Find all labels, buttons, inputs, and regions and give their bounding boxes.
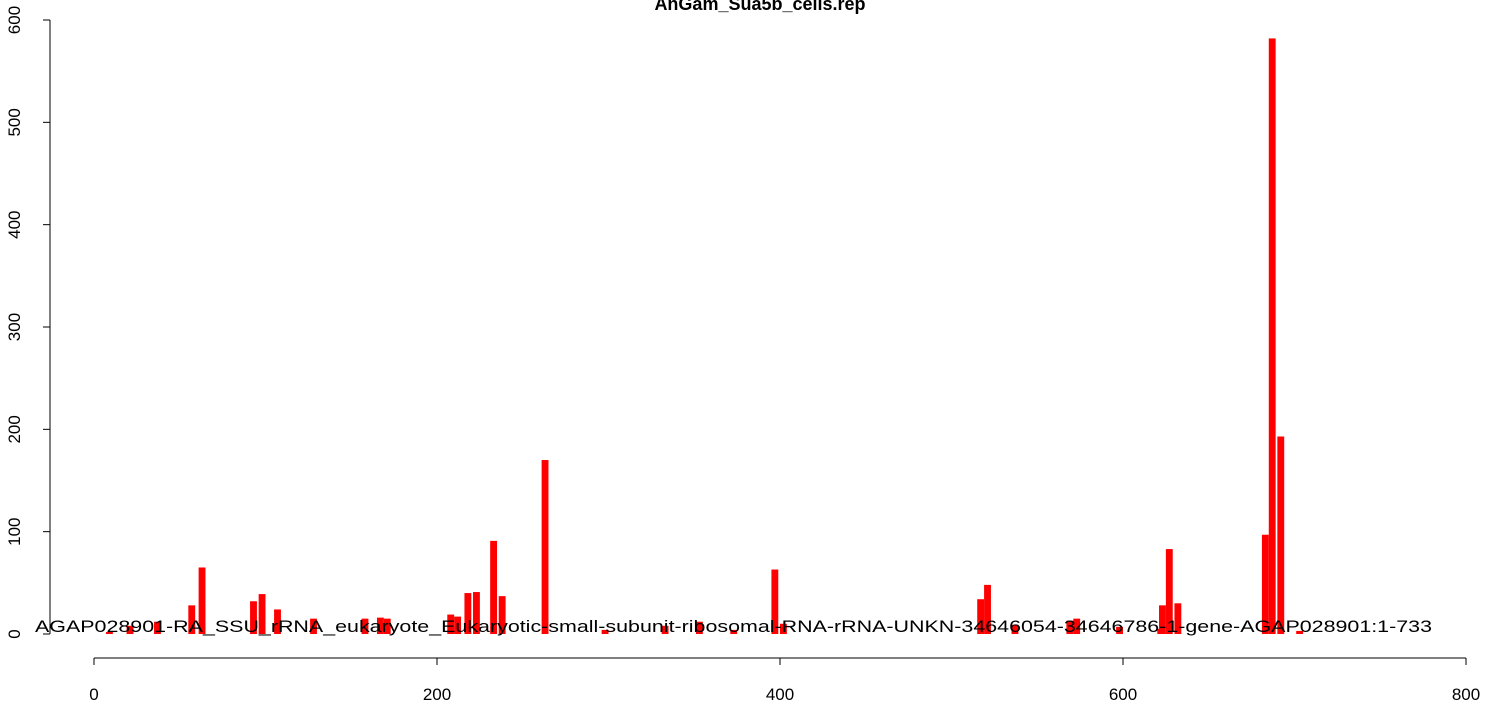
y-tick-label: 200 — [5, 415, 24, 443]
bar — [188, 605, 196, 634]
bar — [106, 631, 113, 634]
bar — [198, 567, 206, 634]
bar — [1011, 624, 1019, 634]
bar — [771, 569, 779, 634]
bar — [464, 593, 472, 634]
x-tick-label: 600 — [1109, 685, 1137, 704]
bar — [361, 618, 369, 634]
annotation: AGAP028901-RA_SSU_rRNA_eukaryote_Eukaryo… — [35, 617, 1432, 636]
bar — [661, 625, 669, 634]
bar — [310, 618, 317, 634]
bar — [541, 460, 549, 634]
y-tick-label: 600 — [5, 6, 24, 34]
x-tick-label: 200 — [423, 685, 451, 704]
y-tick-label: 400 — [5, 210, 24, 238]
bar — [454, 616, 462, 634]
bar — [1066, 620, 1074, 634]
x-tick-label: 800 — [1452, 685, 1480, 704]
bar — [1116, 626, 1123, 634]
bar — [250, 601, 257, 634]
bar — [274, 609, 281, 634]
bar — [447, 614, 455, 634]
bar — [490, 540, 498, 634]
x-tick-label: 400 — [766, 685, 794, 704]
bar — [154, 621, 161, 634]
y-tick-label: 300 — [5, 313, 24, 341]
bar — [1073, 618, 1081, 634]
bar — [977, 599, 985, 634]
y-tick-label: 500 — [5, 108, 24, 136]
bar — [1165, 549, 1173, 634]
bar — [1277, 436, 1285, 634]
bar — [695, 621, 703, 634]
bar — [258, 594, 266, 634]
y-tick-label: 100 — [5, 517, 24, 545]
bar — [126, 625, 134, 634]
bar — [780, 623, 787, 634]
bar — [1261, 534, 1269, 634]
bar — [984, 584, 991, 634]
y-tick-label: 0 — [5, 629, 24, 638]
bar — [498, 596, 506, 634]
bar — [1296, 630, 1304, 634]
bar — [1174, 603, 1182, 634]
bar — [730, 629, 738, 634]
bar — [383, 618, 391, 634]
bar — [376, 617, 384, 634]
chart-title: AnGam_Sua5b_cells.rep — [654, 0, 865, 14]
x-tick-label: 0 — [89, 685, 98, 704]
bar — [1159, 605, 1166, 634]
bar — [1268, 38, 1276, 635]
bar — [601, 629, 609, 634]
bar — [473, 592, 480, 634]
